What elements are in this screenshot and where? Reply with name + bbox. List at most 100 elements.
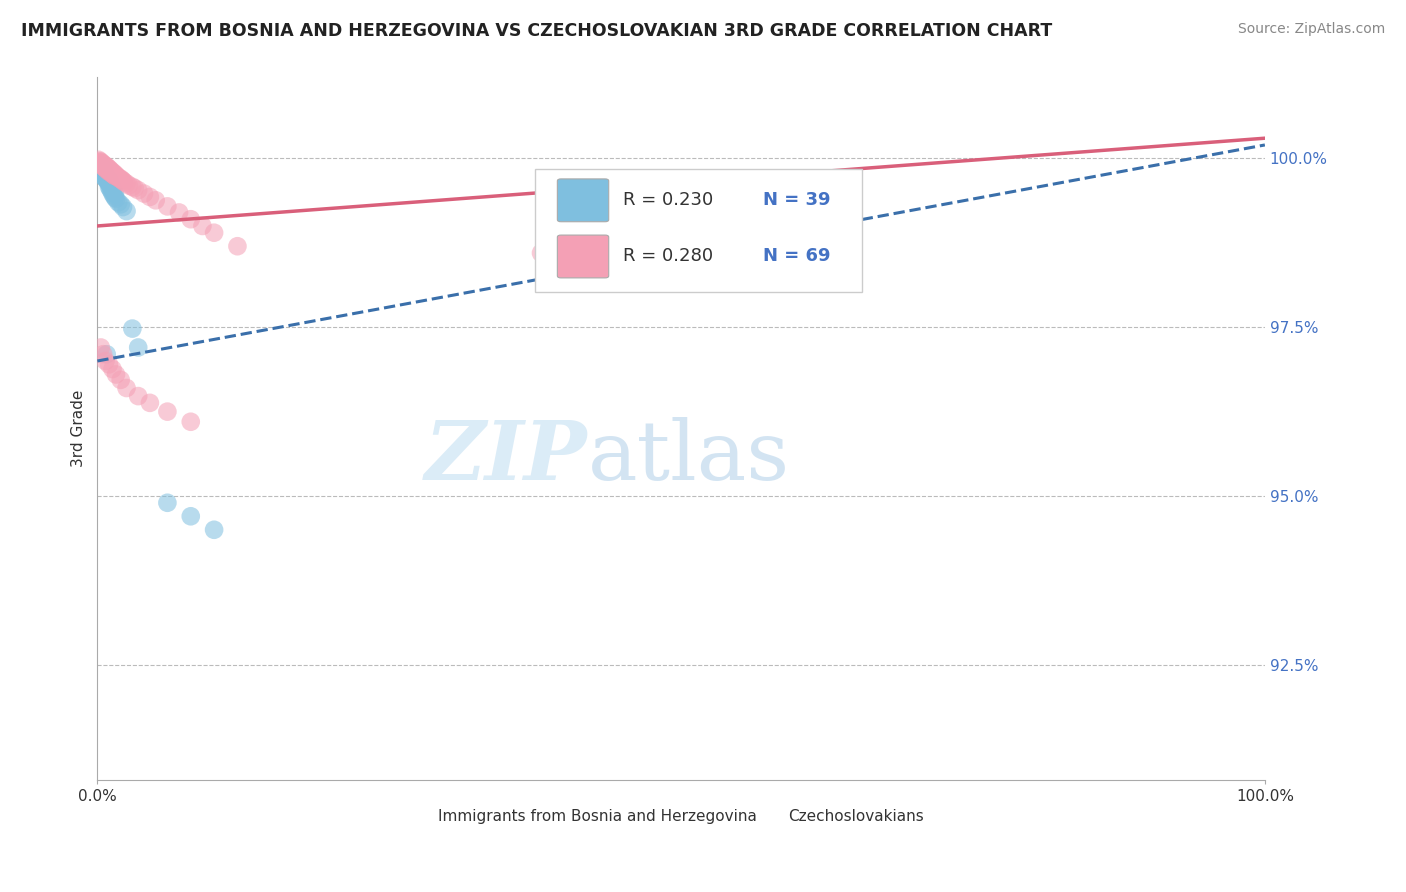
Point bbox=[93, 170, 115, 185]
Point bbox=[91, 347, 114, 361]
Point bbox=[127, 389, 149, 403]
Point bbox=[94, 161, 117, 176]
Point bbox=[110, 373, 132, 387]
Point bbox=[93, 168, 115, 182]
Point bbox=[108, 171, 131, 186]
Point bbox=[101, 167, 124, 181]
Point bbox=[98, 163, 121, 178]
Point bbox=[118, 178, 141, 193]
Point bbox=[167, 205, 190, 219]
Point bbox=[103, 188, 125, 202]
Point bbox=[98, 173, 121, 187]
Point bbox=[91, 165, 114, 179]
Point bbox=[100, 166, 122, 180]
Point bbox=[121, 179, 143, 194]
Text: N = 69: N = 69 bbox=[763, 247, 831, 266]
Point bbox=[132, 186, 155, 201]
Point bbox=[98, 182, 121, 196]
Point bbox=[90, 162, 112, 177]
Text: ZIP: ZIP bbox=[425, 417, 588, 497]
Point bbox=[111, 173, 134, 187]
Point bbox=[98, 179, 121, 194]
Point bbox=[103, 169, 125, 183]
Point bbox=[104, 169, 127, 183]
Point bbox=[91, 163, 114, 178]
Point bbox=[94, 354, 117, 368]
Point bbox=[115, 381, 138, 395]
Point bbox=[91, 166, 114, 180]
Text: Immigrants from Bosnia and Herzegovina: Immigrants from Bosnia and Herzegovina bbox=[439, 809, 758, 824]
Point bbox=[105, 368, 128, 382]
Point bbox=[105, 169, 128, 183]
Point bbox=[96, 170, 118, 185]
FancyBboxPatch shape bbox=[391, 805, 433, 830]
Point bbox=[91, 158, 114, 172]
Point bbox=[110, 171, 132, 186]
Point bbox=[180, 415, 202, 429]
Point bbox=[96, 161, 118, 176]
Point bbox=[98, 163, 121, 178]
Point bbox=[105, 169, 128, 184]
Point bbox=[127, 341, 149, 355]
Point bbox=[90, 160, 112, 174]
Point bbox=[94, 159, 117, 173]
Point bbox=[91, 161, 114, 176]
Point bbox=[112, 200, 135, 214]
Y-axis label: 3rd Grade: 3rd Grade bbox=[72, 390, 86, 467]
Point bbox=[97, 163, 120, 178]
Point bbox=[112, 174, 135, 188]
FancyBboxPatch shape bbox=[742, 805, 785, 830]
Point bbox=[180, 212, 202, 227]
Point bbox=[121, 321, 143, 335]
FancyBboxPatch shape bbox=[557, 179, 609, 222]
Point bbox=[96, 163, 118, 178]
Point bbox=[98, 357, 121, 371]
Point bbox=[89, 155, 111, 169]
Point bbox=[93, 160, 115, 174]
Point bbox=[156, 496, 179, 510]
Point bbox=[91, 169, 114, 183]
Point bbox=[202, 226, 225, 240]
Point bbox=[89, 154, 111, 169]
Text: R = 0.280: R = 0.280 bbox=[623, 247, 713, 266]
Point bbox=[202, 523, 225, 537]
Point bbox=[104, 186, 127, 201]
Point bbox=[98, 165, 121, 179]
FancyBboxPatch shape bbox=[557, 235, 609, 278]
Point bbox=[103, 166, 125, 180]
Point bbox=[115, 177, 138, 191]
Point bbox=[98, 165, 121, 179]
Text: Czechoslovakians: Czechoslovakians bbox=[789, 809, 924, 824]
Text: IMMIGRANTS FROM BOSNIA AND HERZEGOVINA VS CZECHOSLOVAKIAN 3RD GRADE CORRELATION : IMMIGRANTS FROM BOSNIA AND HERZEGOVINA V… bbox=[21, 22, 1052, 40]
FancyBboxPatch shape bbox=[536, 169, 862, 292]
Point bbox=[94, 160, 117, 174]
Point bbox=[107, 195, 129, 210]
Point bbox=[93, 158, 115, 172]
Point bbox=[115, 204, 138, 219]
Point bbox=[112, 175, 135, 189]
Point bbox=[97, 175, 120, 189]
Point bbox=[91, 158, 114, 172]
Point bbox=[104, 167, 127, 181]
Point bbox=[100, 164, 122, 178]
Point bbox=[191, 219, 214, 233]
Point bbox=[98, 161, 121, 176]
Point bbox=[100, 184, 122, 198]
Point bbox=[96, 173, 118, 187]
Text: atlas: atlas bbox=[588, 417, 790, 497]
Text: R = 0.230: R = 0.230 bbox=[623, 191, 713, 210]
Point bbox=[91, 156, 114, 170]
Point bbox=[104, 191, 127, 205]
Point bbox=[101, 186, 124, 201]
Text: N = 39: N = 39 bbox=[763, 191, 831, 210]
Point bbox=[139, 190, 162, 204]
Point bbox=[87, 153, 110, 167]
Point bbox=[110, 197, 132, 211]
Point bbox=[89, 158, 111, 172]
Point bbox=[145, 194, 167, 208]
Point bbox=[98, 178, 121, 193]
Point bbox=[98, 177, 121, 191]
Point bbox=[127, 183, 149, 197]
Point bbox=[105, 192, 128, 206]
Point bbox=[91, 157, 114, 171]
